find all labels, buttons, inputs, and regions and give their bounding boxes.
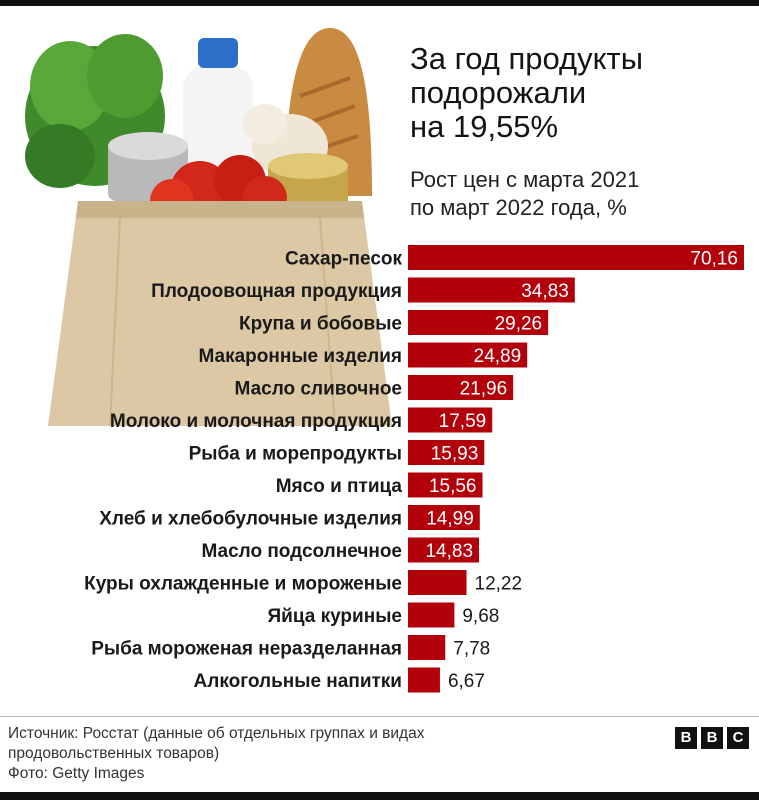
photo-credit: Фото: Getty Images (8, 765, 145, 782)
subtitle-line-1: Рост цен с марта 2021 (410, 167, 640, 192)
category-label: Рыба мороженая неразделанная (91, 639, 402, 660)
footer-divider (0, 716, 759, 717)
category-label: Макаронные изделия (198, 346, 402, 367)
bar (408, 505, 480, 530)
category-label: Плодоовощная продукция (151, 281, 402, 302)
bar (408, 667, 440, 693)
bar-chart: Сахар-песок 70,16 Плодоовощная продукция 34… (84, 245, 744, 693)
subtitle-line-2: по март 2022 года, % (410, 195, 627, 220)
bar (408, 375, 514, 400)
bbc-logo-letter-b1: B (675, 727, 697, 749)
value-label: 9,68 (462, 606, 499, 627)
category-label: Крупа и бобовые (239, 314, 402, 335)
bar (408, 277, 575, 303)
footer: Источник: Росстат (данные об отдельных г… (8, 724, 568, 784)
category-label: Молоко и молочная продукция (110, 411, 402, 432)
can-icon (108, 132, 348, 211)
bar (408, 570, 467, 595)
category-label: Мясо и птица (276, 476, 403, 497)
grocery-bag-icon (25, 28, 392, 426)
value-label: 14,99 (426, 509, 474, 530)
bar (408, 472, 483, 498)
bar (408, 245, 744, 270)
value-label: 15,56 (429, 476, 477, 497)
category-label: Сахар-песок (285, 249, 403, 270)
category-label: Куры охлажденные и мороженые (84, 574, 402, 595)
category-label: Масло подсолнечное (201, 541, 402, 562)
category-label: Алкогольные напитки (194, 671, 402, 692)
value-label: 7,78 (453, 639, 490, 660)
value-label: 29,26 (495, 314, 543, 335)
title-line-3: на 19,55% (410, 109, 559, 144)
value-label: 12,22 (475, 574, 523, 595)
title-line-1: За год продукты (410, 41, 644, 76)
value-label: 34,83 (521, 281, 569, 302)
bottom-rule (0, 792, 759, 800)
bar (408, 310, 549, 335)
value-label: 6,67 (448, 671, 485, 692)
value-label: 14,83 (425, 541, 473, 562)
value-label: 17,59 (439, 411, 487, 432)
bbc-logo-letter-b2: B (701, 727, 723, 749)
value-label: 24,89 (474, 346, 522, 367)
bar (408, 602, 455, 628)
bar (408, 407, 493, 433)
category-label: Рыба и морепродукты (189, 444, 402, 465)
source-line-1: Источник: Росстат (данные об отдельных г… (8, 725, 425, 742)
bar (408, 537, 480, 563)
category-label: Масло сливочное (235, 379, 402, 400)
value-label: 15,93 (431, 444, 479, 465)
top-rule (0, 0, 759, 6)
value-label: 21,96 (460, 379, 508, 400)
bar (408, 342, 528, 368)
bbc-logo-letter-c: C (727, 727, 749, 749)
chart-title: За год продукты подорожали на 19,55% (410, 42, 750, 144)
value-label: 70,16 (690, 249, 738, 270)
paper-bag-icon (48, 201, 392, 426)
chart-subtitle: Рост цен с марта 2021 по март 2022 года,… (410, 166, 750, 222)
bbc-logo: B B C (675, 727, 749, 749)
category-label: Хлеб и хлебобулочные изделия (99, 509, 402, 530)
title-line-2: подорожали (410, 75, 587, 110)
bar (408, 440, 485, 465)
source-line-2: продовольственных товаров) (8, 745, 220, 762)
category-label: Яйца куриные (268, 606, 402, 627)
bar (408, 635, 446, 660)
